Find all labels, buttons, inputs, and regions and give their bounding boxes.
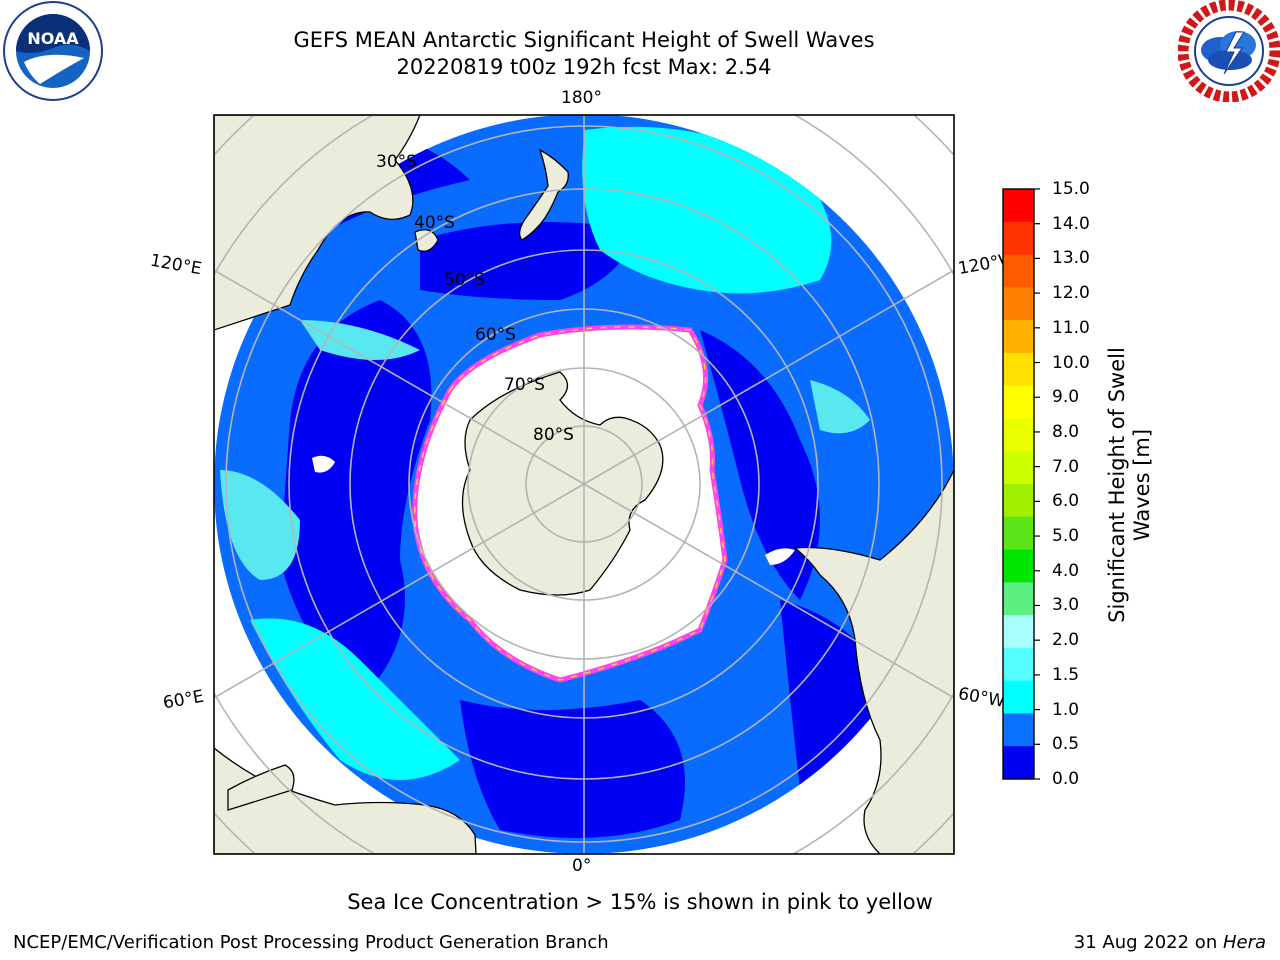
antarctica — [461, 371, 664, 596]
colorbar-tick-label: 1.0 — [1052, 699, 1080, 720]
colorbar-tick-label: 4.0 — [1052, 560, 1080, 581]
colorbar-tick-label: 7.0 — [1052, 456, 1080, 477]
lat-label-30s: 30°S — [376, 152, 417, 172]
lon-label-0: 0° — [572, 856, 592, 876]
map-subtitle: 20220819 t00z 192h fcst Max: 2.54 — [396, 55, 772, 79]
lat-label-50s: 50°S — [444, 270, 485, 290]
madagascar — [227, 764, 295, 811]
tasmania — [414, 229, 439, 252]
map-title: GEFS MEAN Antarctic Significant Height o… — [293, 28, 875, 52]
colorbar-tick-label: 5.0 — [1052, 526, 1080, 547]
colorbar-label: Significant Height of Swell Waves [m] — [1105, 305, 1155, 665]
colorbar-tick-label: 3.0 — [1052, 595, 1080, 616]
colorbar-tick-label: 14.0 — [1052, 213, 1090, 234]
colorbar-tick-label: 11.0 — [1052, 317, 1090, 338]
nws-logo — [1178, 0, 1280, 102]
colorbar-tick-label: 6.0 — [1052, 491, 1080, 512]
colorbar-tick-label: 10.0 — [1052, 352, 1090, 373]
lat-label-40s: 40°S — [414, 213, 455, 233]
lon-label-180: 180° — [561, 88, 602, 108]
colorbar-tick-label: 0.0 — [1052, 769, 1080, 789]
colorbar-tick-label: 12.0 — [1052, 283, 1090, 304]
sea-ice-footnote: Sea Ice Concentration > 15% is shown in … — [347, 890, 933, 914]
colorbar-tick-label: 0.5 — [1052, 734, 1080, 755]
credit-branch: NCEP/EMC/Verification Post Processing Pr… — [13, 932, 609, 953]
lat-label-60s: 60°S — [475, 325, 516, 345]
colorbar-tick-label: 15.0 — [1052, 179, 1090, 199]
lat-label-80s: 80°S — [533, 425, 574, 445]
svg-text:NOAA: NOAA — [27, 29, 79, 48]
colorbar-tick-label: 2.0 — [1052, 630, 1080, 651]
credit-date: 31 Aug 2022 on Hera — [1074, 932, 1266, 953]
australia — [214, 115, 421, 331]
credit-host: Hera — [1222, 932, 1266, 953]
colorbar-label-line-2: Waves [m] — [1130, 428, 1154, 542]
south-america — [793, 469, 954, 854]
africa — [214, 747, 477, 854]
credit-date-text: 31 Aug 2022 on — [1073, 932, 1223, 953]
noaa-logo: NOAA — [3, 1, 103, 101]
colorbar-label-line-1: Significant Height of Swell — [1105, 347, 1129, 623]
lat-label-70s: 70°S — [504, 375, 545, 395]
colorbar-tick-label: 9.0 — [1052, 387, 1080, 408]
colorbar-tick-label: 13.0 — [1052, 248, 1090, 269]
new-zealand — [518, 148, 569, 241]
colorbar-tick-label: 8.0 — [1052, 421, 1080, 442]
graticule — [214, 115, 954, 854]
colorbar-tick-label: 1.5 — [1052, 664, 1080, 685]
